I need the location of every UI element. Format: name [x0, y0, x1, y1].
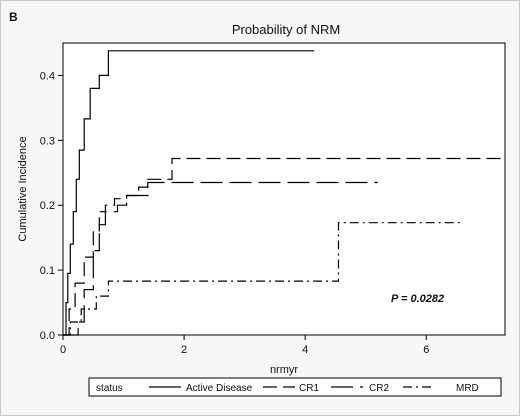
legend: status Active Disease CR1 CR2 MRD — [88, 377, 502, 397]
x-tick-label: 0 — [60, 344, 66, 356]
y-tick-label: 0.0 — [40, 330, 55, 342]
y-axis-label: Cumulative Incidence — [17, 136, 29, 241]
plot-area — [62, 42, 506, 336]
y-axis: 0.0 0.1 0.2 0.3 0.4 — [40, 70, 63, 342]
legend-label: Active Disease — [186, 383, 253, 394]
y-tick-label: 0.4 — [40, 70, 55, 82]
panel-label: B — [9, 10, 18, 24]
legend-label: MRD — [456, 383, 479, 394]
legend-title: status — [96, 383, 123, 394]
x-tick-label: 6 — [423, 344, 429, 356]
legend-label: CR1 — [299, 383, 319, 394]
series-line-mrd — [63, 222, 463, 336]
series-line-active-disease — [63, 50, 315, 336]
legend-items: Active Disease CR1 CR2 MRD — [149, 383, 479, 394]
x-axis: 0 2 4 6 — [60, 335, 429, 356]
series-line-cr1 — [63, 157, 505, 336]
series-line-cr2 — [63, 181, 378, 336]
y-tick-label: 0.2 — [40, 200, 55, 212]
y-tick-label: 0.3 — [40, 135, 55, 147]
x-axis-label: nrmyr — [270, 364, 298, 376]
p-value-annotation: P = 0.0282 — [391, 293, 444, 305]
chart-title: Probability of NRM — [232, 22, 340, 37]
y-tick-label: 0.1 — [40, 265, 55, 277]
x-tick-label: 4 — [302, 344, 308, 356]
x-tick-label: 2 — [181, 344, 187, 356]
legend-label: CR2 — [369, 383, 389, 394]
series-layer — [63, 50, 505, 336]
